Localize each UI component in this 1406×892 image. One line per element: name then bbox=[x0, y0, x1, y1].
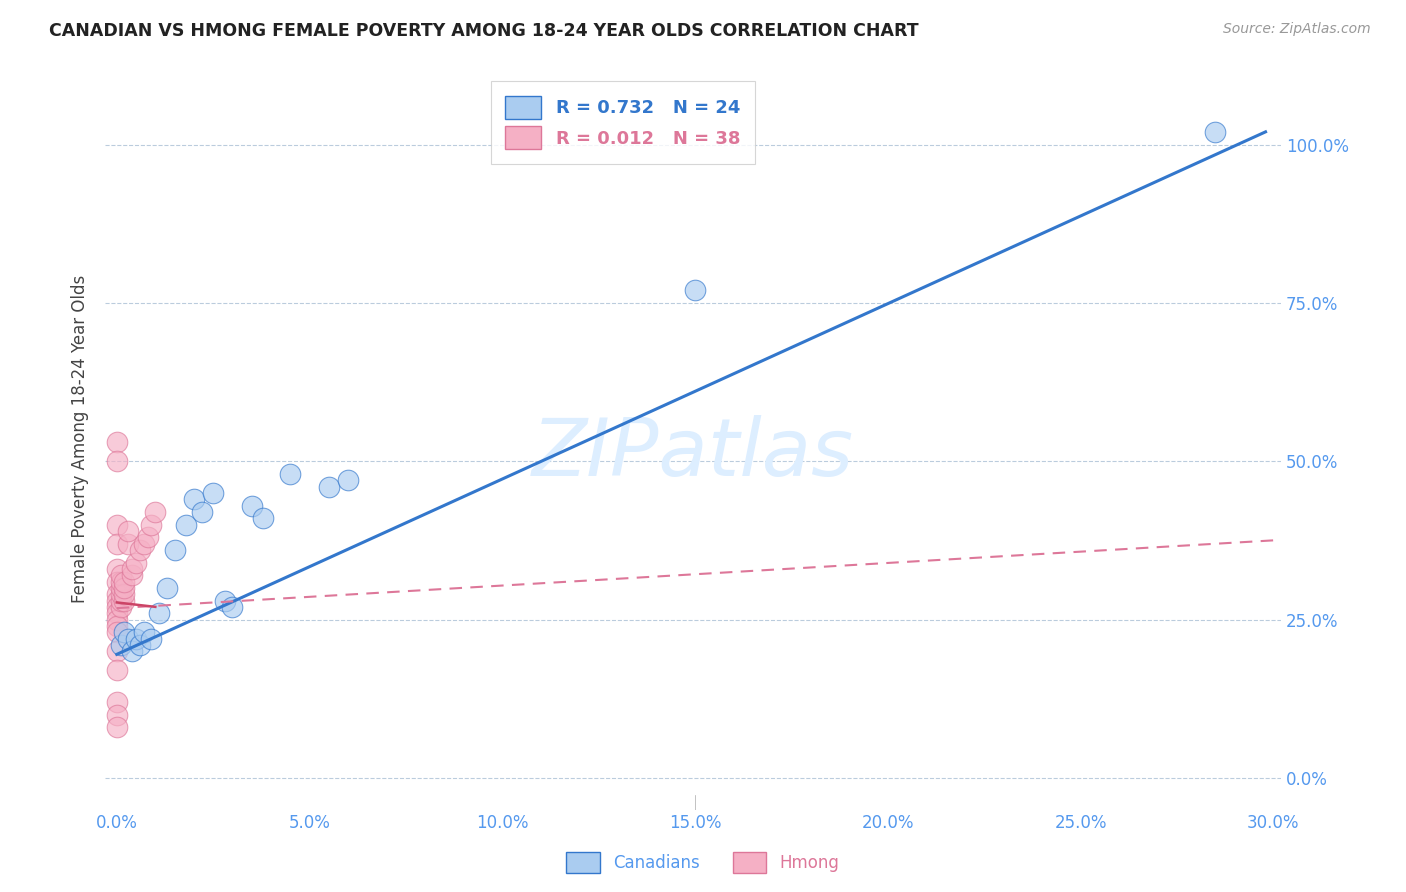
Point bbox=[114, 593, 136, 607]
Point bbox=[117, 632, 139, 646]
Point bbox=[132, 536, 155, 550]
Point bbox=[105, 536, 128, 550]
Point bbox=[156, 581, 179, 595]
Legend: R = 0.732   N = 24, R = 0.012   N = 38: R = 0.732 N = 24, R = 0.012 N = 38 bbox=[491, 81, 755, 164]
Point bbox=[129, 638, 152, 652]
Point bbox=[136, 530, 159, 544]
Point bbox=[105, 619, 128, 633]
Point bbox=[105, 644, 128, 658]
Point bbox=[105, 695, 128, 709]
Point bbox=[105, 720, 128, 734]
Point bbox=[105, 454, 128, 468]
Point bbox=[240, 499, 263, 513]
Point bbox=[110, 568, 132, 582]
Point bbox=[132, 625, 155, 640]
Point bbox=[117, 536, 139, 550]
Point bbox=[110, 599, 132, 614]
Point bbox=[105, 606, 128, 620]
Point bbox=[105, 613, 128, 627]
Point bbox=[105, 517, 128, 532]
Legend: Canadians, Hmong: Canadians, Hmong bbox=[560, 846, 846, 880]
Point bbox=[105, 562, 128, 576]
Point bbox=[125, 556, 148, 570]
Point bbox=[117, 524, 139, 538]
Point bbox=[121, 562, 143, 576]
Point bbox=[683, 283, 706, 297]
Point bbox=[105, 625, 128, 640]
Point bbox=[110, 581, 132, 595]
Point bbox=[148, 606, 170, 620]
Point bbox=[114, 574, 136, 589]
Point bbox=[114, 581, 136, 595]
Point bbox=[114, 625, 136, 640]
Point bbox=[105, 587, 128, 601]
Point bbox=[114, 587, 136, 601]
Point bbox=[183, 492, 205, 507]
Point bbox=[278, 467, 301, 481]
Point bbox=[110, 593, 132, 607]
Point bbox=[202, 486, 225, 500]
Point bbox=[125, 632, 148, 646]
Point bbox=[105, 435, 128, 450]
Point bbox=[143, 505, 166, 519]
Y-axis label: Female Poverty Among 18-24 Year Olds: Female Poverty Among 18-24 Year Olds bbox=[72, 275, 89, 603]
Point bbox=[121, 568, 143, 582]
Point bbox=[214, 593, 236, 607]
Point bbox=[221, 599, 243, 614]
Point bbox=[190, 505, 212, 519]
Point bbox=[337, 473, 360, 487]
Point bbox=[252, 511, 274, 525]
Point bbox=[174, 517, 197, 532]
Point bbox=[110, 638, 132, 652]
Point bbox=[110, 587, 132, 601]
Point bbox=[163, 542, 186, 557]
Point bbox=[121, 644, 143, 658]
Point bbox=[141, 632, 163, 646]
Point bbox=[141, 517, 163, 532]
Point bbox=[105, 593, 128, 607]
Point bbox=[129, 542, 152, 557]
Point bbox=[318, 479, 340, 493]
Point bbox=[105, 663, 128, 677]
Text: CANADIAN VS HMONG FEMALE POVERTY AMONG 18-24 YEAR OLDS CORRELATION CHART: CANADIAN VS HMONG FEMALE POVERTY AMONG 1… bbox=[49, 22, 920, 40]
Point bbox=[110, 574, 132, 589]
Point bbox=[105, 574, 128, 589]
Text: Source: ZipAtlas.com: Source: ZipAtlas.com bbox=[1223, 22, 1371, 37]
Point bbox=[105, 707, 128, 722]
Point bbox=[1204, 125, 1226, 139]
Text: ZIPatlas: ZIPatlas bbox=[531, 415, 855, 493]
Point bbox=[105, 599, 128, 614]
